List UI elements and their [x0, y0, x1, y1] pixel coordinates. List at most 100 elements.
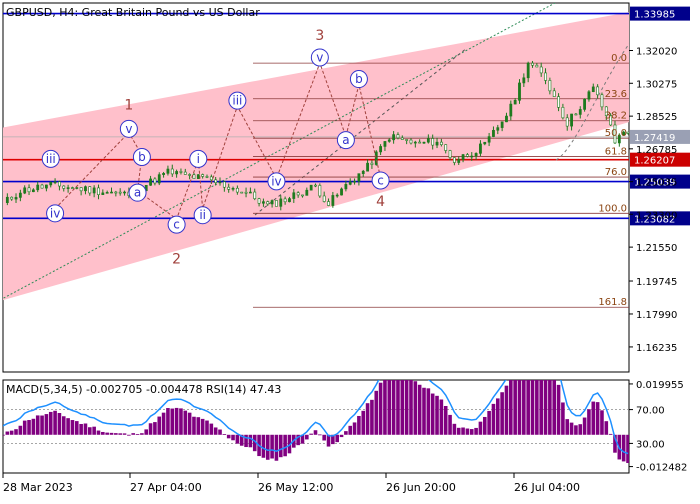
- macd-bar: [565, 419, 570, 435]
- candle-body: [613, 124, 617, 144]
- mid-blue-level-badge-label: 1.25039: [634, 178, 675, 189]
- candle-body: [400, 137, 404, 140]
- candle-body: [222, 181, 226, 188]
- candle-body: [279, 198, 283, 207]
- candle-body: [474, 153, 478, 157]
- rsi-tick-label: 30.00: [636, 439, 665, 450]
- macd-bar: [261, 434, 266, 458]
- candle-body: [75, 187, 79, 189]
- fib-label: 38.2: [605, 111, 627, 122]
- macd-bar: [400, 380, 405, 435]
- candle-body: [552, 90, 556, 97]
- macd-bar: [66, 418, 70, 435]
- macd-bar: [621, 434, 626, 462]
- candle-body: [123, 191, 126, 194]
- top-blue-level-badge: [630, 6, 690, 21]
- macd-bar: [409, 380, 413, 435]
- candle-body: [383, 141, 387, 147]
- macd-bar: [587, 409, 591, 435]
- candle-body: [583, 98, 586, 110]
- candle-body: [470, 155, 474, 158]
- candle-body: [170, 168, 174, 175]
- macd-bar: [70, 420, 75, 435]
- macd-bar: [352, 422, 357, 435]
- macd-bar: [465, 428, 470, 435]
- candle-body: [544, 72, 547, 81]
- wave-marker-iv: [267, 172, 286, 191]
- wave-marker-label: b: [355, 72, 363, 86]
- macd-bar: [556, 384, 561, 435]
- candle-body: [587, 91, 591, 100]
- macd-bar: [166, 408, 170, 435]
- macd-bar: [456, 427, 461, 435]
- macd-bar: [231, 434, 235, 441]
- candle-body: [379, 146, 383, 153]
- wave-marker-label: c: [173, 218, 180, 232]
- macd-bar: [118, 433, 122, 435]
- macd-bar: [391, 380, 396, 435]
- current-price-level-badge: [630, 129, 690, 144]
- candle-body: [270, 200, 274, 205]
- candle-body: [431, 138, 435, 146]
- macd-bar: [361, 410, 366, 435]
- candle-body: [561, 107, 565, 119]
- candle-body: [84, 186, 87, 192]
- candle-body: [435, 141, 439, 146]
- macd-bar: [218, 429, 222, 435]
- candle-body: [335, 194, 339, 197]
- macd-bar: [526, 380, 530, 435]
- macd-bar: [517, 380, 522, 435]
- candle-body: [622, 131, 626, 136]
- macd-bar: [439, 399, 444, 435]
- macd-bar: [101, 431, 105, 435]
- y-tick-label: 1.17990: [636, 310, 677, 321]
- macd-bar: [504, 385, 509, 435]
- y-tick-label: 1.25035: [636, 178, 677, 189]
- candle-body: [531, 62, 534, 66]
- y-tick-label: 1.32020: [636, 47, 677, 58]
- macd-bar: [244, 434, 248, 448]
- macd-bar: [569, 422, 574, 435]
- macd-bar: [339, 434, 344, 438]
- candle-body: [58, 181, 61, 187]
- wave-marker-c: [371, 171, 390, 190]
- macd-bar: [413, 381, 418, 435]
- candle-body: [396, 134, 400, 139]
- low-blue-level-badge-label: 1.23082: [634, 214, 675, 225]
- macd-bar: [600, 410, 604, 435]
- candle-body: [505, 115, 508, 123]
- macd-bar: [157, 416, 162, 435]
- candle-body: [526, 62, 530, 79]
- candle-body: [101, 192, 105, 195]
- candle-body: [248, 191, 252, 194]
- macd-bar: [331, 434, 335, 445]
- macd-bar: [127, 434, 131, 436]
- candle-body: [231, 187, 235, 190]
- candle-body: [175, 171, 179, 175]
- candle-body: [188, 174, 192, 176]
- candle-body: [209, 176, 213, 181]
- fibonacci-labels: 0.0 23.6 38.2 50.0 61.8 76.0 100.0 161.8: [598, 53, 627, 308]
- wave-marker-label: a: [342, 133, 349, 147]
- candle-body: [201, 174, 205, 177]
- macd-bar: [604, 421, 609, 435]
- macd-bar: [44, 414, 49, 435]
- macd-bar: [179, 408, 183, 435]
- macd-bar: [522, 380, 526, 435]
- wave-marker-v: [310, 48, 329, 67]
- candle-body: [240, 191, 244, 194]
- macd-bar: [9, 430, 14, 435]
- candle-body: [227, 186, 231, 190]
- macd-bar: [305, 434, 309, 440]
- macd-bar: [613, 434, 617, 453]
- candle-body: [409, 139, 413, 144]
- current-price-level-badge-label: 1.27419: [634, 133, 675, 144]
- candle-body: [492, 129, 495, 137]
- candle-body: [292, 192, 296, 199]
- candle-body: [518, 82, 521, 101]
- rsi-tick-label: 70.00: [636, 406, 665, 417]
- candle-body: [361, 170, 365, 174]
- macd-bar: [322, 434, 326, 441]
- candle-body: [14, 197, 18, 200]
